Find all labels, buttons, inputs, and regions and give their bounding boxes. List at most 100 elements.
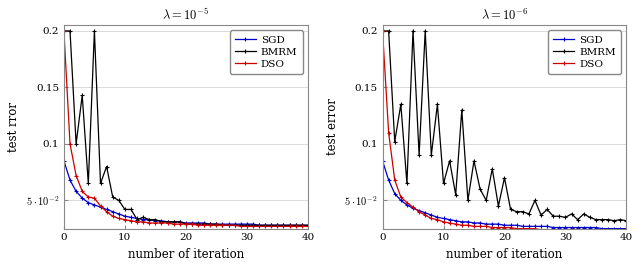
SGD (268, 224, 275, 227)
BMRM (225, 224, 232, 227)
SGD (127, 216, 135, 219)
DSO (268, 225, 275, 228)
DSO (292, 225, 300, 228)
SGD (115, 212, 123, 215)
BMRM (237, 224, 244, 227)
Line: BMRM: BMRM (61, 28, 310, 228)
DSO (483, 225, 490, 228)
DSO (403, 201, 411, 204)
SGD (483, 222, 490, 226)
DSO (127, 219, 135, 222)
DSO (592, 229, 600, 233)
BMRM (513, 210, 520, 213)
DSO (78, 190, 86, 193)
Title: $\lambda = 10^{-6}$: $\lambda = 10^{-6}$ (481, 8, 528, 23)
BMRM (170, 220, 177, 224)
DSO (385, 131, 392, 134)
SGD (458, 220, 466, 224)
BMRM (440, 182, 447, 185)
BMRM (604, 218, 612, 221)
DSO (500, 226, 508, 229)
DSO (616, 229, 624, 233)
SGD (60, 159, 68, 162)
DSO (188, 222, 196, 226)
SGD (176, 220, 184, 224)
SGD (598, 227, 606, 230)
BMRM (598, 218, 606, 221)
SGD (500, 224, 508, 227)
BMRM (433, 103, 441, 106)
DSO (273, 225, 281, 228)
SGD (133, 217, 141, 220)
DSO (243, 225, 251, 228)
BMRM (623, 219, 630, 222)
SGD (464, 220, 472, 224)
BMRM (121, 208, 129, 211)
SGD (488, 222, 496, 226)
DSO (464, 224, 472, 227)
BMRM (446, 159, 454, 162)
BMRM (194, 222, 202, 226)
SGD (495, 222, 502, 226)
Title: $\lambda = 10^{-5}$: $\lambda = 10^{-5}$ (163, 7, 209, 23)
DSO (121, 218, 129, 221)
BMRM (574, 218, 582, 221)
BMRM (428, 154, 435, 157)
Legend: SGD, BMRM, DSO: SGD, BMRM, DSO (230, 31, 303, 74)
BMRM (273, 224, 281, 227)
BMRM (298, 224, 305, 227)
BMRM (470, 159, 478, 162)
BMRM (568, 212, 575, 215)
DSO (391, 178, 399, 182)
SGD (409, 207, 417, 210)
DSO (513, 227, 520, 230)
SGD (623, 227, 630, 230)
SGD (200, 221, 208, 225)
BMRM (488, 167, 496, 170)
BMRM (562, 216, 570, 219)
SGD (586, 226, 594, 229)
BMRM (611, 219, 618, 222)
SGD (207, 222, 214, 226)
BMRM (133, 218, 141, 221)
DSO (182, 222, 189, 226)
BMRM (519, 210, 527, 213)
BMRM (127, 208, 135, 211)
SGD (415, 209, 423, 212)
BMRM (84, 182, 92, 185)
BMRM (556, 215, 563, 218)
BMRM (78, 94, 86, 97)
BMRM (140, 216, 147, 219)
DSO (507, 226, 515, 229)
DSO (66, 142, 74, 146)
DSO (237, 225, 244, 228)
BMRM (586, 216, 594, 219)
SGD (562, 226, 570, 229)
SGD (237, 222, 244, 226)
BMRM (304, 224, 312, 227)
SGD (379, 159, 387, 162)
SGD (592, 226, 600, 229)
SGD (219, 222, 227, 226)
BMRM (176, 220, 184, 224)
BMRM (182, 222, 189, 226)
DSO (433, 218, 441, 221)
BMRM (212, 222, 220, 226)
Y-axis label: test rror: test rror (7, 102, 20, 152)
BMRM (549, 215, 557, 218)
SGD (452, 219, 460, 222)
BMRM (403, 182, 411, 185)
BMRM (525, 212, 532, 215)
SGD (574, 226, 582, 229)
BMRM (531, 199, 539, 202)
BMRM (91, 29, 99, 32)
SGD (164, 220, 172, 224)
DSO (562, 228, 570, 231)
DSO (285, 225, 293, 228)
BMRM (421, 29, 429, 32)
BMRM (219, 224, 227, 227)
BMRM (616, 218, 624, 221)
SGD (531, 225, 539, 228)
DSO (207, 224, 214, 227)
DSO (488, 226, 496, 229)
